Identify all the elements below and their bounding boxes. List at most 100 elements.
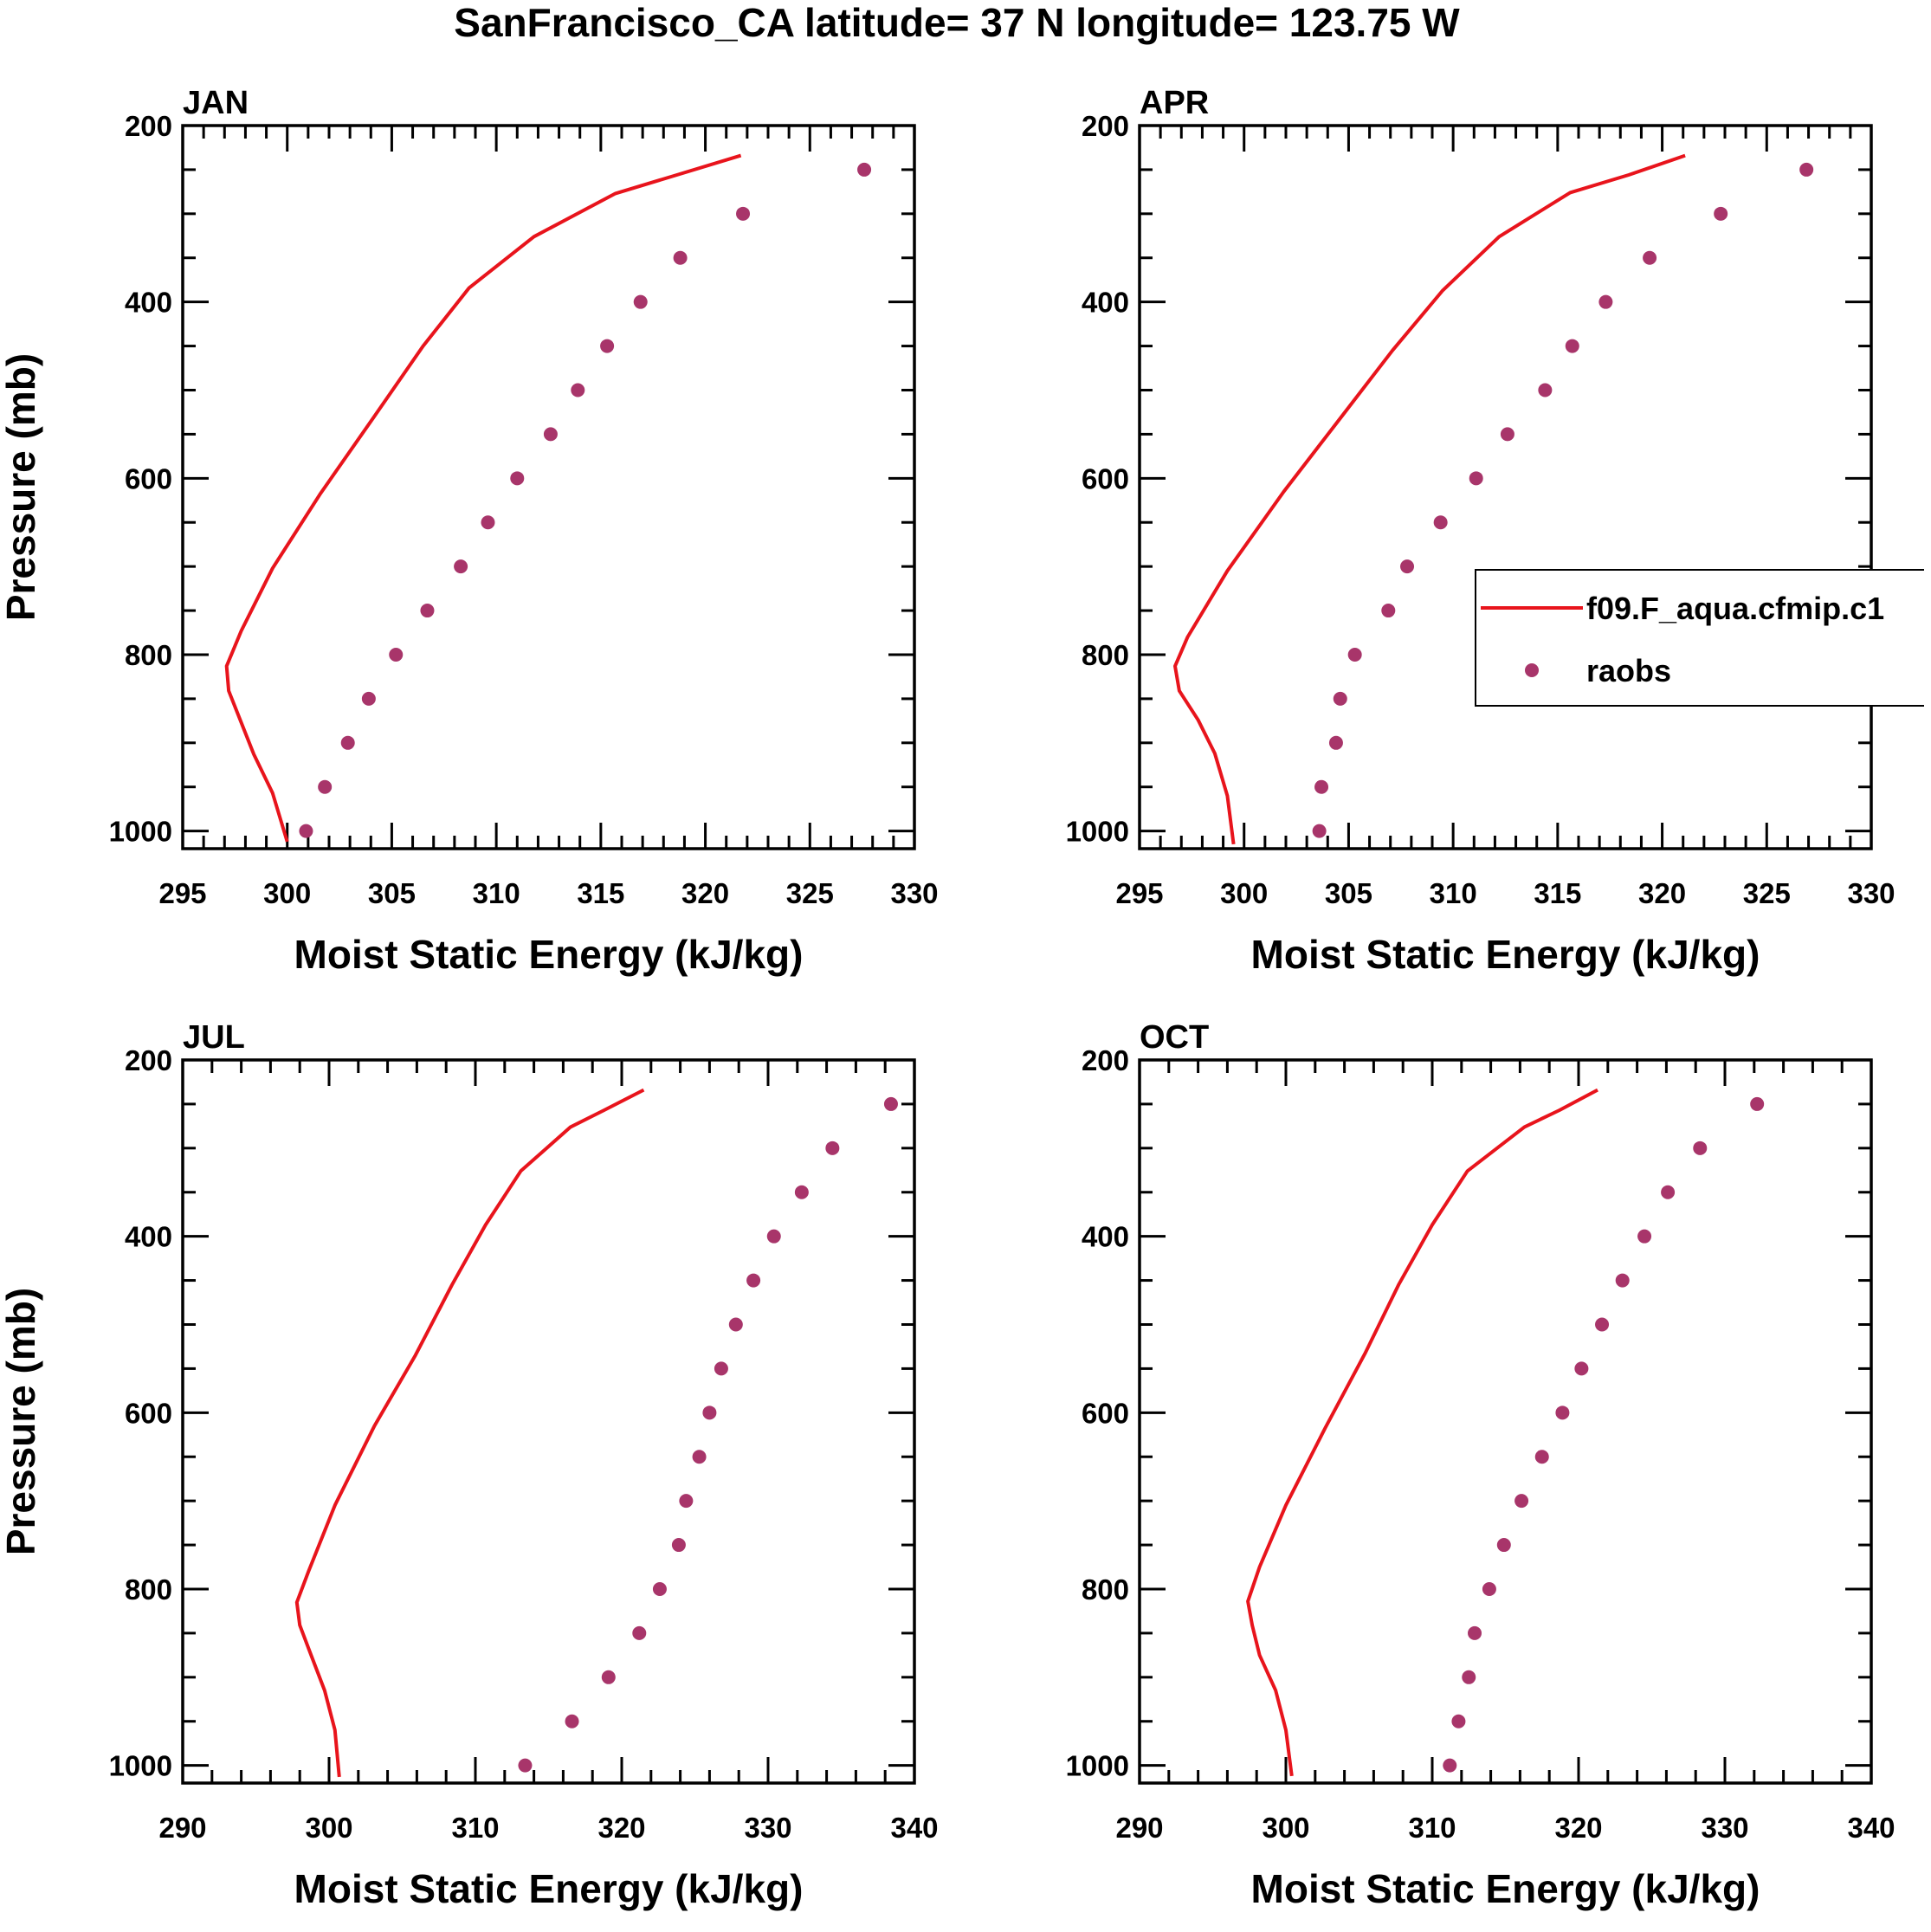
y-tick-label: 800 [1082, 639, 1129, 671]
raobs-point [1451, 1714, 1466, 1728]
y-tick-label: 600 [1082, 1397, 1129, 1429]
panel-title: OCT [1140, 1019, 1209, 1056]
raobs-point [1462, 1670, 1476, 1684]
legend-marker-swatch [1525, 663, 1539, 677]
raobs-point [1538, 383, 1553, 397]
y-axis-label: Pressure (mb) [0, 1288, 43, 1555]
legend-box [1475, 569, 1924, 707]
x-tick-label: 290 [158, 1812, 206, 1844]
model-profile-line [224, 153, 742, 843]
y-tick-label: 400 [1082, 287, 1129, 319]
raobs-point [702, 1405, 717, 1420]
raobs-point [420, 604, 435, 618]
x-tick-label: 315 [1534, 877, 1581, 909]
raobs-point [1643, 250, 1657, 265]
raobs-point [1482, 1581, 1496, 1596]
x-axis-label: Moist Static Energy (kJ/kg) [294, 932, 804, 977]
raobs-point [600, 339, 615, 353]
model-profile-line [294, 1088, 645, 1778]
panels: JAN 295 300 305 310 315 320 325 330 200 400 600 800 1… [0, 85, 1895, 1911]
y-tick-label: 600 [1082, 462, 1129, 494]
raobs-point [481, 515, 495, 530]
raobs-point [1500, 427, 1514, 442]
x-tick-label: 340 [890, 1812, 938, 1844]
x-tick-label: 295 [158, 877, 206, 909]
y-tick-label: 400 [125, 1221, 172, 1253]
y-tick-label: 200 [125, 1044, 172, 1076]
raobs-point [361, 691, 376, 706]
x-tick-label: 300 [1262, 1812, 1309, 1844]
raobs-point [1615, 1273, 1630, 1288]
raobs-point [1333, 691, 1347, 706]
model-profile-line [1246, 1088, 1598, 1777]
x-tick-label: 300 [305, 1812, 352, 1844]
raobs-point [571, 383, 585, 397]
raobs-point [1799, 162, 1814, 177]
raobs-point [318, 779, 333, 794]
y-tick-label: 600 [125, 462, 172, 494]
raobs-point [883, 1096, 898, 1111]
x-tick-label: 340 [1847, 1812, 1895, 1844]
raobs-point [1574, 1361, 1589, 1376]
y-tick-label: 600 [125, 1397, 172, 1429]
y-tick-label: 1000 [109, 816, 172, 848]
raobs-point [1714, 206, 1728, 221]
panel-jul: JUL 290 300 310 320 330 340 200 400 600 800 1000 Moi… [0, 1019, 939, 1911]
raobs-point [736, 206, 751, 221]
raobs-point [673, 250, 688, 265]
x-tick-label: 330 [744, 1812, 791, 1844]
raobs-point [692, 1450, 707, 1464]
y-tick-label: 400 [1082, 1221, 1129, 1253]
raobs-point [652, 1581, 667, 1596]
raobs-point [1595, 1317, 1610, 1332]
y-tick-label: 200 [125, 110, 172, 142]
x-tick-label: 320 [597, 1812, 645, 1844]
x-tick-label: 310 [1408, 1812, 1456, 1844]
x-tick-label: 310 [1430, 877, 1477, 909]
raobs-point [1555, 1405, 1570, 1420]
y-axis-label: Pressure (mb) [0, 353, 43, 621]
raobs-point [454, 559, 468, 574]
x-tick-label: 300 [263, 877, 311, 909]
x-tick-label: 320 [1638, 877, 1686, 909]
raobs-point [1400, 559, 1415, 574]
y-tick-label: 1000 [1066, 816, 1129, 848]
raobs-point [679, 1494, 694, 1509]
y-tick-label: 800 [125, 639, 172, 671]
x-tick-label: 325 [786, 877, 834, 909]
raobs-point [1514, 1494, 1529, 1509]
raobs-point [1314, 779, 1329, 794]
x-tick-label: 310 [473, 877, 520, 909]
x-tick-label: 305 [1325, 877, 1372, 909]
raobs-point [794, 1185, 809, 1199]
raobs-point [633, 294, 648, 309]
raobs-point [766, 1229, 781, 1244]
x-tick-label: 290 [1115, 1812, 1163, 1844]
raobs-point [1534, 1450, 1549, 1464]
y-tick-label: 400 [125, 287, 172, 319]
raobs-point [299, 824, 313, 838]
y-tick-label: 1000 [109, 1750, 172, 1782]
panel-title: APR [1140, 85, 1209, 121]
panel-apr: APR 295 300 305 310 315 320 325 330 200 400 600 800 1… [1066, 85, 1895, 977]
panel-title: JAN [183, 85, 249, 121]
plot-frame [181, 124, 916, 850]
raobs-point [1598, 294, 1613, 309]
raobs-point [340, 735, 355, 750]
plot-frame [1138, 124, 1873, 850]
raobs-point [632, 1625, 647, 1640]
raobs-point [1750, 1096, 1765, 1111]
raobs-point [510, 471, 525, 486]
raobs-point [728, 1317, 743, 1332]
x-tick-label: 330 [890, 877, 938, 909]
panel-oct: OCT 290 300 310 320 330 340 200 400 600 800 1000 Moi… [1066, 1019, 1895, 1911]
raobs-point [1312, 824, 1327, 838]
y-tick-label: 200 [1082, 110, 1129, 142]
raobs-point [1468, 1625, 1482, 1640]
raobs-point [671, 1538, 686, 1553]
raobs-point [1381, 604, 1396, 618]
y-tick-label: 200 [1082, 1044, 1129, 1076]
x-tick-label: 330 [1847, 877, 1895, 909]
